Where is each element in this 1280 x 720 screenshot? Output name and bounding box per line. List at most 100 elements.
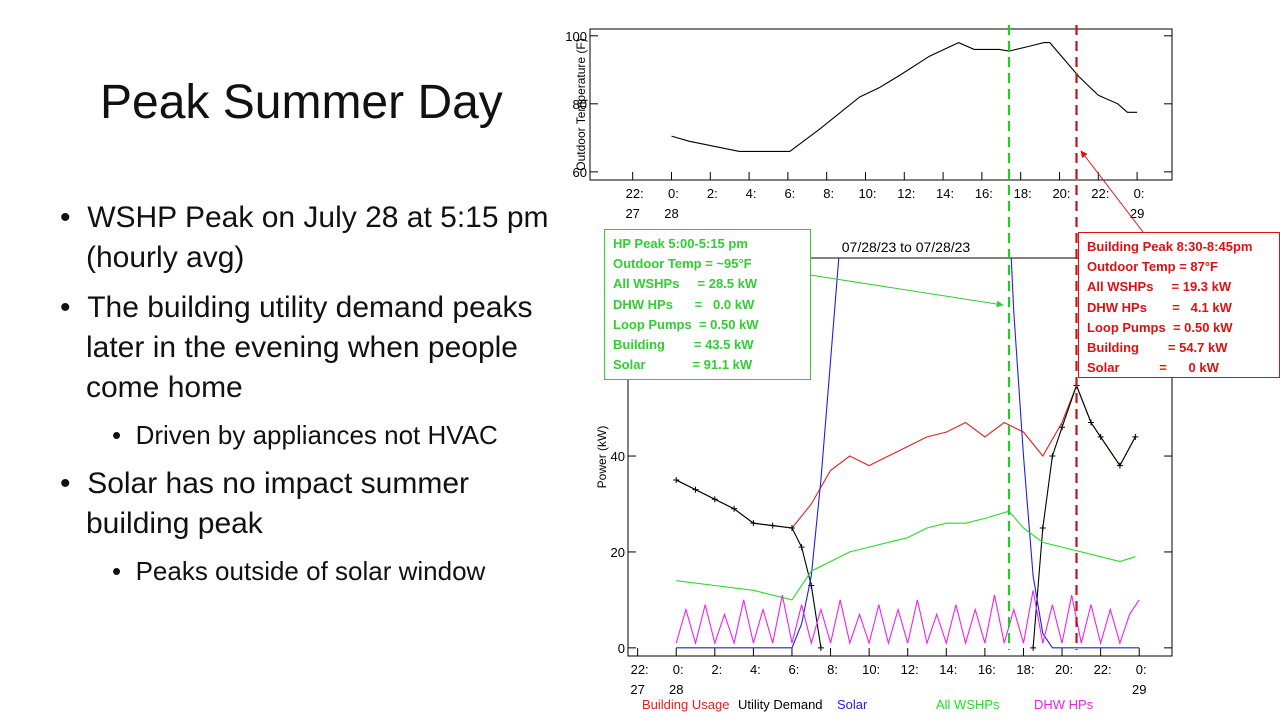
annotation-line: All WSHPs = 28.5 kW: [613, 276, 758, 292]
bullet-text: Solar has no impact summer building peak: [86, 467, 469, 540]
bullet: • Solar has no impact summer building pe…: [60, 467, 469, 540]
y-tick-label: 100: [565, 29, 587, 44]
annotation-line: Building = 43.5 kW: [613, 337, 754, 353]
point-marker: [711, 496, 718, 503]
x-tick-label: 4:: [746, 186, 757, 201]
y-tick-label: 0: [618, 641, 625, 656]
point-marker: [817, 644, 824, 651]
arrow: [1080, 150, 1144, 233]
x-date-label: 27: [630, 682, 644, 697]
y-tick-label: 60: [573, 165, 587, 180]
point-marker: [673, 477, 680, 484]
x-tick-label: 22:: [626, 186, 644, 201]
annotation-line: Solar = 0 kW: [1087, 360, 1219, 376]
x-tick-label: 22:: [631, 662, 649, 677]
legend-entry: Solar: [837, 697, 868, 712]
point-marker: [731, 505, 738, 512]
annotation-line: DHW HPs = 4.1 kW: [1087, 299, 1232, 315]
arrow: [809, 274, 1004, 308]
x-tick-label: 14:: [936, 186, 954, 201]
plot-frame: [589, 28, 1173, 181]
annotation-line: Building Peak 8:30-8:45pm: [1087, 239, 1253, 254]
x-tick-label: 0:: [668, 186, 679, 201]
x-tick-label: 10:: [858, 186, 876, 201]
annotation-line: DHW HPs = 0.0 kW: [613, 296, 755, 312]
point-marker: [1132, 433, 1139, 440]
annotation-line: Building = 54.7 kW: [1087, 340, 1228, 356]
x-tick-label: 6:: [784, 186, 795, 201]
point-marker: [1116, 462, 1123, 469]
x-tick-label: 16:: [978, 662, 996, 677]
x-tick-label: 8:: [827, 662, 838, 677]
point-marker: [769, 522, 776, 529]
y-tick-label: 40: [611, 449, 625, 464]
x-tick-label: 22:: [1094, 662, 1112, 677]
x-date-label: 29: [1132, 682, 1146, 697]
x-tick-label: 20:: [1052, 186, 1070, 201]
x-date-label: 29: [1130, 206, 1144, 221]
annotation-line: HP Peak 5:00-5:15 pm: [613, 236, 748, 251]
y-tick-label: 20: [611, 545, 625, 560]
bullet-text: WSHP Peak on July 28 at 5:15 pm (hourly …: [86, 201, 549, 274]
plot-frame: [627, 257, 1173, 657]
point-marker: [1097, 433, 1104, 440]
slide-title: Peak Summer Day: [100, 76, 503, 129]
x-tick-label: 22:: [1091, 186, 1109, 201]
x-tick-label: 12:: [897, 186, 915, 201]
point-marker: [1059, 424, 1066, 431]
bullet-text: The building utility demand peaks later …: [86, 291, 533, 404]
y-axis-label: Power (kW): [595, 426, 609, 489]
point-marker: [1049, 453, 1056, 460]
x-tick-label: 18:: [1016, 662, 1034, 677]
point-marker: [1087, 419, 1094, 426]
point-marker: [1030, 644, 1037, 651]
bullet: • Driven by appliances not HVAC: [112, 420, 498, 450]
x-tick-label: 12:: [901, 662, 919, 677]
series-line: [671, 41, 1138, 152]
point-marker: [798, 544, 805, 551]
x-tick-label: 4:: [750, 662, 761, 677]
bullet: • Peaks outside of solar window: [112, 556, 486, 586]
series-line: [676, 510, 1136, 601]
series-line: [676, 258, 1140, 649]
legend-entry: Building Usage: [642, 697, 729, 712]
x-tick-label: 10:: [862, 662, 880, 677]
x-tick-label: 20:: [1055, 662, 1073, 677]
x-date-label: 28: [664, 206, 678, 221]
series-group: [671, 41, 1138, 152]
x-tick-label: 0:: [1134, 186, 1145, 201]
x-tick-label: 16:: [975, 186, 993, 201]
point-marker: [750, 520, 757, 527]
x-tick-label: 2:: [707, 186, 718, 201]
x-tick-label: 0:: [673, 662, 684, 677]
annotation-line: Loop Pumps = 0.50 kW: [1087, 319, 1233, 335]
x-tick-label: 14:: [939, 662, 957, 677]
annotation-line: Solar = 91.1 kW: [613, 357, 753, 373]
annotation-line: Loop Pumps = 0.50 kW: [613, 316, 759, 332]
annotation-line: Outdoor Temp = 87°F: [1087, 259, 1218, 275]
legend-entry: DHW HPs: [1034, 697, 1094, 712]
bullet-list: • WSHP Peak on July 28 at 5:15 pm (hourl…: [60, 198, 580, 600]
chart-title: 07/28/23 to 07/28/23: [842, 239, 971, 255]
point-marker: [1039, 524, 1046, 531]
bullet-text: Peaks outside of solar window: [135, 556, 486, 586]
bullet-text: Driven by appliances not HVAC: [135, 420, 498, 450]
y-axis-label: Outdoor Temperature (F): [574, 38, 588, 171]
x-tick-label: 18:: [1014, 186, 1032, 201]
point-marker: [692, 486, 699, 493]
x-date-label: 28: [669, 682, 683, 697]
point-marker: [788, 524, 795, 531]
bullet: • The building utility demand peaks late…: [60, 291, 533, 404]
x-tick-label: 8:: [823, 186, 834, 201]
series-group: [673, 258, 1140, 651]
legend-entry: Utility Demand: [738, 697, 823, 712]
legend-entry: All WSHPs: [936, 697, 1000, 712]
series-line: [675, 384, 1136, 529]
annotation-line: All WSHPs = 19.3 kW: [1087, 279, 1232, 295]
series-line: [675, 590, 1140, 646]
bullet: • WSHP Peak on July 28 at 5:15 pm (hourl…: [60, 201, 549, 274]
annotation-box: HP Peak 5:00-5:15 pm Outdoor Temp = ~95°F…: [604, 229, 811, 380]
x-tick-label: 2:: [711, 662, 722, 677]
